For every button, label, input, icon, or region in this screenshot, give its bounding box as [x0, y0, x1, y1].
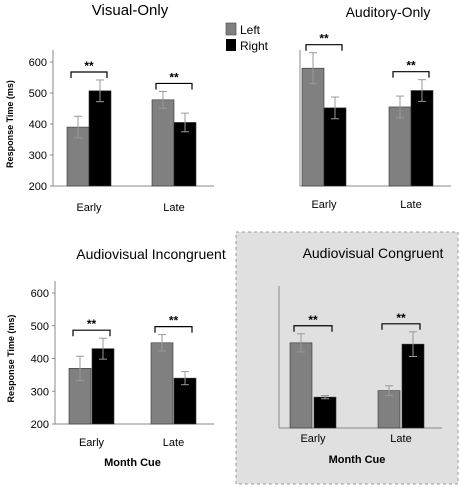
highlight-box: [235, 231, 459, 485]
bar: [91, 348, 115, 425]
significance-bracket: [154, 325, 193, 333]
significance-label: **: [406, 59, 416, 73]
significance-label: **: [308, 313, 318, 327]
y-tick-label: 400: [31, 354, 49, 366]
bar: [150, 342, 174, 425]
significance-label: **: [319, 32, 329, 46]
bar: [301, 67, 325, 187]
y-axis-label: Response Time (ms): [6, 315, 16, 403]
x-tick-label: Early: [300, 433, 326, 445]
chart-panel: Auditory-Only Early ** Late **: [299, 4, 451, 211]
x-tick-label: Early: [76, 202, 102, 214]
x-tick-label: Late: [390, 433, 411, 445]
chart-title: Visual-Only: [92, 2, 169, 19]
significance-bracket: [381, 323, 421, 330]
significance-label: **: [87, 317, 97, 331]
bar: [323, 107, 347, 187]
y-axis-label: Response Time (ms): [5, 80, 15, 168]
chart-title: Audiovisual Incongruent: [76, 246, 226, 262]
chart-title: Auditory-Only: [346, 4, 431, 20]
y-tick-label: 500: [29, 88, 47, 100]
y-tick-label: 200: [31, 419, 49, 431]
bar: [289, 342, 313, 429]
x-tick-label: Late: [163, 202, 184, 214]
significance-bracket: [155, 82, 193, 90]
x-tick-label: Late: [400, 199, 421, 211]
legend-swatch-left: [225, 22, 237, 36]
y-tick-label: 600: [29, 57, 47, 69]
chart-panel: Audiovisual Incongruent 200 300 400 500 600 Re…: [6, 246, 226, 469]
background-layer: [235, 231, 459, 485]
bar: [151, 99, 175, 187]
x-tick-label: Early: [311, 199, 337, 211]
significance-bracket: [70, 71, 108, 78]
charts-layer: Visual-Only 200 300 400 500 600 Response Time …: [5, 2, 451, 469]
y-tick-label: 500: [31, 321, 49, 333]
bar: [388, 106, 412, 187]
y-tick-label: 300: [29, 150, 47, 162]
significance-label: **: [396, 311, 406, 325]
significance-bracket: [72, 329, 111, 337]
significance-bracket: [305, 44, 343, 51]
chart-panel: Visual-Only 200 300 400 500 600 Response Time …: [5, 2, 214, 214]
y-tick-label: 400: [29, 119, 47, 131]
bar: [313, 396, 337, 429]
legend-label-right: Right: [240, 39, 269, 53]
significance-label: **: [169, 70, 179, 84]
legend-label-left: Left: [240, 23, 261, 37]
y-tick-label: 300: [31, 386, 49, 398]
y-tick-label: 600: [31, 288, 49, 300]
bar: [88, 90, 112, 187]
y-tick-label: 200: [29, 181, 47, 193]
significance-bracket: [293, 325, 333, 332]
x-tick-label: Early: [79, 437, 105, 449]
x-axis-label: Month Cue: [329, 454, 386, 466]
significance-bracket: [392, 71, 430, 78]
legend: Left Right: [225, 22, 269, 53]
bar: [377, 390, 401, 429]
significance-label: **: [169, 314, 179, 328]
legend-swatch-right: [226, 39, 236, 51]
significance-label: **: [84, 59, 94, 73]
x-axis-label: Month Cue: [104, 457, 161, 469]
chart-title: Audiovisual Congruent: [303, 245, 444, 261]
bar: [410, 90, 434, 187]
x-tick-label: Late: [163, 437, 184, 449]
